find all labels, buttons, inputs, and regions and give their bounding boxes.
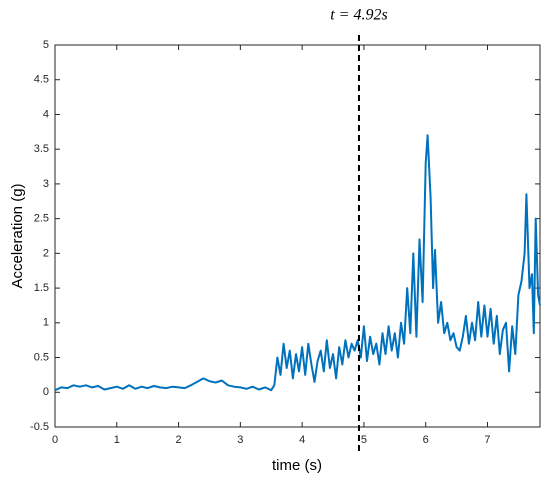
y-tick-label: -0.5	[30, 421, 49, 433]
x-axis-label: time (s)	[272, 457, 322, 474]
y-tick-label: 4.5	[34, 74, 49, 86]
x-tick-label: 3	[237, 434, 243, 446]
x-tick-label: 7	[484, 434, 490, 446]
y-tick-label: 2.5	[34, 213, 49, 225]
y-tick-label: 0	[43, 386, 49, 398]
x-tick-label: 1	[114, 434, 120, 446]
plot-frame	[54, 44, 541, 428]
x-tick-label: 0	[52, 434, 58, 446]
data-line	[54, 134, 541, 392]
y-axis-label: Acceleration (g)	[9, 183, 26, 288]
y-tick-label: 2	[43, 247, 49, 259]
x-tick-label: 4	[299, 434, 305, 446]
y-tick-label: 3.5	[34, 143, 49, 155]
y-tick-label: 5	[43, 39, 49, 51]
y-tick-label: 1.5	[34, 282, 49, 294]
y-tick-label: 0.5	[34, 351, 49, 363]
y-tick-label: 1	[43, 317, 49, 329]
annotation-label: t = 4.92s	[330, 7, 387, 24]
y-tick-label: 4	[43, 108, 49, 120]
x-tick-label: 6	[423, 434, 429, 446]
y-tick-label: 3	[43, 178, 49, 190]
x-tick-label: 5	[361, 434, 367, 446]
x-tick-label: 2	[176, 434, 182, 446]
